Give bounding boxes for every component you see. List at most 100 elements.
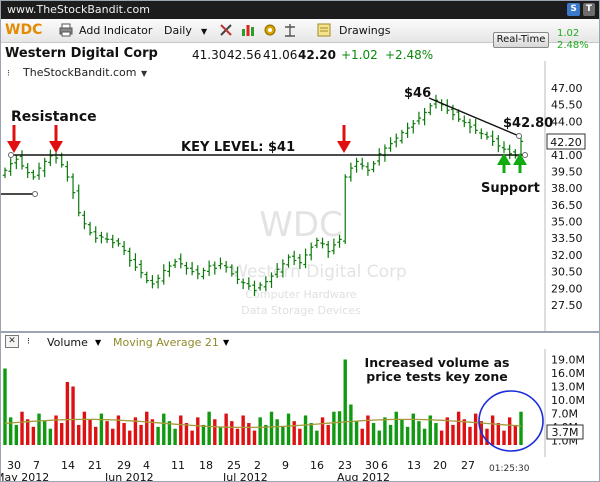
bar-chart-icon[interactable] <box>241 23 255 37</box>
price-bar <box>428 103 433 116</box>
printer-icon[interactable] <box>59 23 73 37</box>
time-axis-day-label: 23 <box>338 459 352 472</box>
chart-menu-chevron-icon[interactable]: ▼ <box>141 69 148 78</box>
volume-bar <box>105 421 109 445</box>
volume-bar <box>128 430 132 445</box>
share-button[interactable]: S <box>567 3 580 16</box>
volume-bar <box>116 415 121 445</box>
price-bar <box>110 234 115 249</box>
open-value: 41.30 <box>192 48 227 62</box>
price-bar <box>501 141 507 153</box>
volume-menu-chevron-icon[interactable]: ▼ <box>95 338 102 347</box>
volume-bar <box>196 417 200 445</box>
volume-bar <box>65 382 70 445</box>
move-handle-icon[interactable]: ⁝ <box>7 69 10 79</box>
volume-bar <box>156 426 160 445</box>
key-level-end-handle[interactable] <box>522 152 528 158</box>
text-button[interactable]: T <box>582 3 595 16</box>
time-axis-day-label: 18 <box>199 459 213 472</box>
volume-bar <box>366 415 370 445</box>
ma-menu-chevron-icon[interactable]: ▼ <box>223 338 230 347</box>
volume-title: Volume <box>47 336 88 349</box>
volume-bar <box>230 421 234 445</box>
time-axis-day-label: 29 <box>117 459 131 472</box>
time-axis-day-label: 9 <box>282 459 289 472</box>
price-bar <box>496 135 501 153</box>
price-bar <box>87 221 93 236</box>
price-bar <box>138 259 144 279</box>
volume-bar <box>167 421 172 445</box>
volume-bar <box>388 424 393 445</box>
chevron-down-icon[interactable]: ▼ <box>201 27 208 36</box>
time-axis-month-label: Jun 2012 <box>105 471 154 482</box>
symbol-label[interactable]: WDC <box>5 22 43 38</box>
volume-bar <box>145 411 149 445</box>
volume-bar <box>94 426 98 445</box>
settings-icon[interactable] <box>263 23 277 37</box>
volume-bar <box>349 404 353 445</box>
close-icon[interactable]: ✕ <box>5 335 19 348</box>
price-chart[interactable]: ⁝ TheStockBandit.com ▼ WDC Western Digit… <box>1 61 600 331</box>
volume-bar <box>496 423 501 445</box>
volume-bar <box>99 413 104 445</box>
price-bar <box>371 160 376 173</box>
price-bar <box>411 119 416 134</box>
current-price-tag: 42.20 <box>550 136 582 149</box>
downtrend-handle[interactable] <box>516 133 522 139</box>
time-axis-day-label: 21 <box>88 459 102 472</box>
current-volume-tag: 3.7M <box>552 426 579 439</box>
price-bar <box>184 261 189 275</box>
volume-bar <box>82 411 87 445</box>
key-level-start-handle[interactable] <box>8 152 14 158</box>
price-bar <box>150 275 155 289</box>
recent-high-label: $42.80 <box>503 116 553 131</box>
add-indicator-button[interactable]: Add Indicator <box>79 24 153 37</box>
volume-bar <box>309 423 313 445</box>
price-bar <box>189 261 195 276</box>
support-label: Support <box>481 181 540 196</box>
price-bar <box>308 242 314 261</box>
downtrend-line <box>428 97 520 137</box>
volume-bar <box>71 386 75 445</box>
price-bar <box>382 144 388 162</box>
price-bar <box>320 237 325 249</box>
tools-icon[interactable] <box>219 23 233 37</box>
volume-bar <box>417 421 421 445</box>
notes-icon[interactable] <box>317 23 331 37</box>
price-bar <box>104 232 110 244</box>
price-bar <box>507 144 512 160</box>
site-banner: www.TheStockBandit.com S T <box>1 1 599 19</box>
realtime-button[interactable]: Real-Time <box>493 32 549 48</box>
price-bar <box>348 162 354 182</box>
scale-icon[interactable] <box>283 23 297 37</box>
period-select[interactable]: Daily <box>164 24 192 37</box>
drawings-button[interactable]: Drawings <box>339 24 391 37</box>
price-bar <box>297 254 303 270</box>
volume-bar <box>37 413 41 445</box>
price-axis-label: 38.00 <box>551 182 583 195</box>
price-bar <box>14 155 19 170</box>
watermark-company: Western Digital Corp <box>231 262 407 282</box>
price-bar <box>206 260 212 276</box>
volume-bar <box>519 411 523 445</box>
move-handle-icon[interactable]: ⁝ <box>27 337 30 347</box>
earlier-level-handle[interactable] <box>32 191 38 197</box>
volume-bar <box>241 415 245 445</box>
volume-bar <box>139 424 143 445</box>
price-axis-label: 35.00 <box>551 216 583 229</box>
volume-bar <box>354 421 359 445</box>
price-bar <box>286 254 291 268</box>
volume-bar <box>428 415 432 445</box>
price-bar <box>484 131 490 140</box>
volume-bar <box>60 423 64 445</box>
volume-bar <box>451 424 455 445</box>
volume-bar <box>31 426 36 445</box>
price-bar <box>172 258 178 268</box>
price-bar <box>201 267 206 280</box>
price-bar <box>479 128 484 140</box>
panel-separator[interactable] <box>1 331 599 333</box>
change-percent: +2.48% <box>385 48 434 62</box>
price-bar <box>263 276 269 292</box>
